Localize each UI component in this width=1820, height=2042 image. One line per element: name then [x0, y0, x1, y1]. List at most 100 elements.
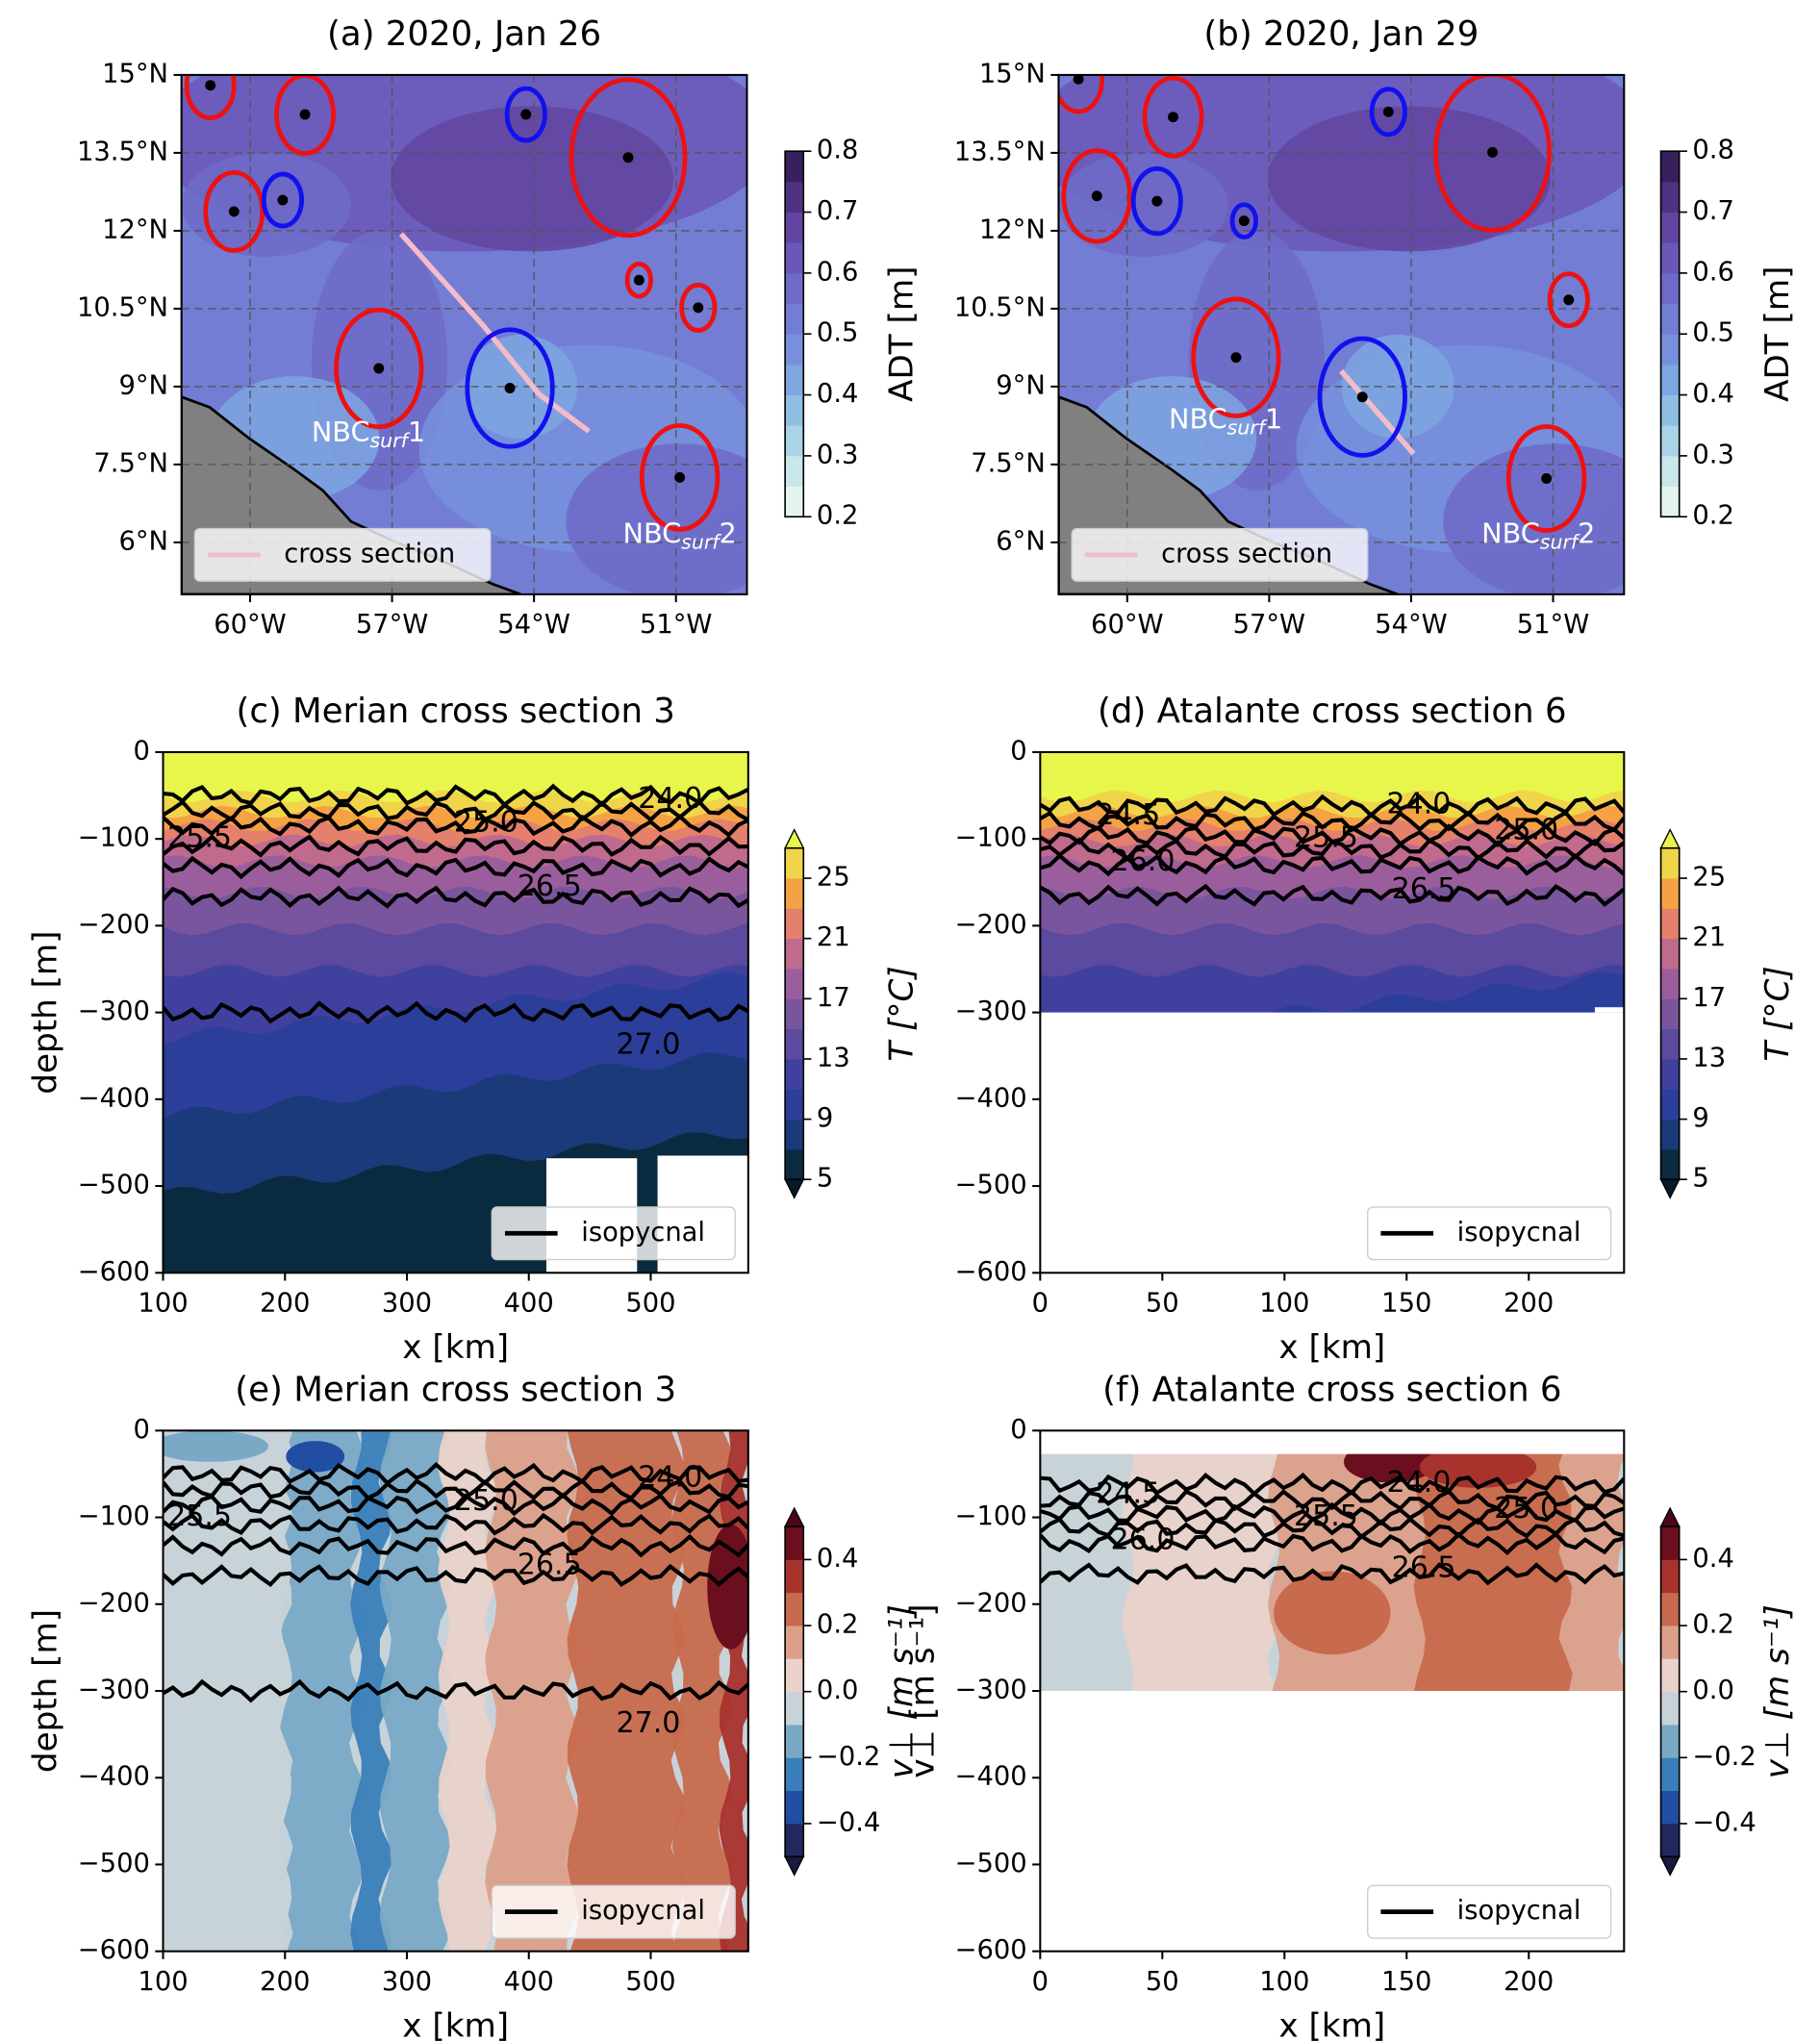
field-blob	[1274, 1571, 1391, 1655]
colorbar-band	[1660, 1790, 1680, 1825]
colorbar-band	[1660, 486, 1680, 517]
x-tick-label: 400	[504, 1967, 554, 1997]
contour-label: 26.0	[1111, 1523, 1175, 1556]
eddy-contour	[624, 261, 654, 299]
plot-area: 24.5 24.0 25.5 25.0 26.0 26.5	[1040, 1430, 1625, 1952]
colorbar-band	[785, 486, 804, 517]
annotation: NBCsurf2	[623, 517, 737, 553]
x-tick-label: 100	[1259, 1289, 1309, 1319]
x-tick-label: 50	[1146, 1289, 1179, 1319]
x-axis-label: x [km]	[402, 2006, 509, 2042]
y-tick-label: −100	[78, 823, 150, 853]
eddy-contour	[184, 74, 237, 120]
colorbar-band	[1660, 969, 1680, 999]
colorbar-band	[1660, 1148, 1680, 1180]
colorbar-band	[1660, 878, 1680, 909]
field-blob	[1419, 1446, 1537, 1488]
eddy-center	[1356, 391, 1368, 403]
colorbar-band	[1660, 364, 1680, 395]
colorbar-band	[785, 1790, 804, 1825]
contour-label: 24.0	[1387, 787, 1452, 820]
isopycnal-line	[163, 1000, 748, 1025]
x-tick-label: 150	[1381, 1967, 1431, 1997]
isopycnal-line	[1040, 1501, 1625, 1526]
colorbar-band	[785, 998, 804, 1030]
legend-label: isopycnal	[1457, 1896, 1581, 1926]
annotation-text: NBC	[1169, 403, 1227, 436]
annotation-suffix: 2	[1578, 517, 1595, 549]
y-tick-label: −200	[78, 1588, 150, 1618]
colorbar-band	[1660, 847, 1680, 879]
colorbar-band	[785, 969, 804, 999]
x-tick-label: 57°W	[1233, 610, 1305, 640]
colorbar-band	[785, 272, 804, 304]
chart-title: (d) Atalante cross section 6	[1098, 692, 1567, 731]
y-tick-label: −500	[78, 1849, 150, 1878]
legend-label: isopycnal	[1457, 1218, 1581, 1248]
colorbar-band	[785, 878, 804, 909]
y-tick-label: −300	[78, 996, 150, 1026]
colorbar-extension	[1659, 1506, 1681, 1527]
legend-box	[1071, 527, 1369, 582]
plot-frame	[1039, 750, 1626, 1274]
eddy-contour	[1547, 271, 1590, 329]
annotation-suffix: 1	[1265, 403, 1282, 436]
colorbar-extension	[784, 1855, 805, 1877]
colorbar-band	[785, 1658, 804, 1693]
y-tick-label: −100	[955, 1501, 1027, 1531]
colorbar-band	[1660, 272, 1680, 304]
colorbar-tick-label: 21	[1692, 922, 1726, 952]
eddy-center	[1073, 74, 1084, 85]
colorbar-label: T [°C]	[1758, 966, 1797, 1061]
chart-title: (a) 2020, Jan 26	[327, 14, 601, 54]
cross-section-line	[1339, 368, 1416, 456]
cross-section-line	[398, 232, 591, 434]
colorbar-tick-label: 0.0	[817, 1676, 858, 1705]
x-tick-label: 57°W	[356, 610, 428, 640]
y-tick-label: 12°N	[979, 214, 1046, 244]
x-tick-label: 300	[382, 1967, 432, 1997]
contour-label: 25.5	[1294, 821, 1358, 855]
y-tick-label: −300	[78, 1676, 150, 1705]
no-data	[1040, 1430, 1625, 1454]
colorbar-band	[1660, 908, 1680, 940]
field-blob	[1058, 152, 1228, 257]
plot-area	[181, 74, 747, 594]
colorbar-label: v⊥ [m s⁻¹]	[1758, 1604, 1797, 1778]
field-blob	[1443, 443, 1625, 594]
eddy-center	[693, 302, 704, 314]
colorbar-tick-label: 9	[1692, 1103, 1708, 1133]
eddy-center	[674, 471, 686, 483]
eddy-center	[1382, 106, 1394, 117]
legend-label: cross section	[1161, 539, 1332, 568]
x-tick-label: 100	[1259, 1967, 1309, 1997]
colorbar-band	[1660, 242, 1680, 274]
y-tick-label: −200	[78, 910, 150, 940]
legend-box	[193, 527, 492, 582]
eddy-contour	[1061, 148, 1133, 244]
eddy-contour	[679, 282, 718, 333]
isopycnal-line	[1040, 1516, 1625, 1540]
x-tick-label: 500	[625, 1289, 675, 1319]
y-tick-label: −600	[955, 1935, 1027, 1965]
y-axis-label: depth [m]	[27, 931, 65, 1095]
colorbar-band	[1660, 212, 1680, 243]
colorbar-band	[785, 242, 804, 274]
colorbar-band	[1660, 151, 1680, 183]
colorbar-band	[785, 181, 804, 213]
annotation-subscript: surf	[370, 429, 411, 452]
colorbar-band	[1660, 1757, 1680, 1792]
isopycnal-line	[1040, 1562, 1625, 1586]
field-blob	[391, 106, 674, 252]
colorbar-band	[1660, 1823, 1680, 1857]
eddy-contour	[1191, 296, 1281, 418]
colorbar-band	[785, 847, 804, 879]
colorbar-tick-label: 0.5	[817, 318, 858, 348]
isopycnal-line	[163, 1461, 748, 1486]
contour-label: 26.0	[1111, 845, 1175, 878]
x-tick-label: 51°W	[1517, 610, 1589, 640]
isopycnal-line	[1040, 852, 1625, 877]
eddy-center	[633, 274, 645, 286]
annotation: NBCsurf2	[1481, 517, 1595, 553]
contour-label: 24.5	[1096, 1477, 1160, 1511]
